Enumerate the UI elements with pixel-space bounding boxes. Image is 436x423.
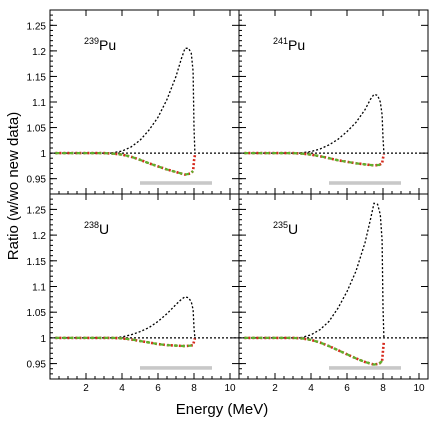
y-tick-label: 1 <box>40 149 46 160</box>
panel-frame <box>49 9 240 195</box>
x-axis-title: Energy (MeV) <box>176 401 269 418</box>
y-tick-label: 1.2 <box>32 47 46 58</box>
y-tick-label: 1.15 <box>27 72 47 83</box>
panel-label-pu241: 241Pu <box>273 36 305 53</box>
series-green <box>244 152 383 167</box>
y-tick-label: 0.95 <box>27 360 47 371</box>
y-tick-label: 1.25 <box>27 21 47 32</box>
panel-pu239: 0.95 1 1.05 1.1 1.15 1.2 1.25 239Pu <box>27 9 240 195</box>
isotope-mass-number: 239 <box>84 36 99 46</box>
x-tick-label: 4 <box>119 383 125 394</box>
upper-dotted-curve <box>55 296 196 339</box>
x-tick-label: 2 <box>272 383 278 394</box>
panel-label-u235: 235U <box>273 220 298 237</box>
isotope-element: U <box>99 221 109 237</box>
x-tick-label: 6 <box>344 383 350 394</box>
panel-u238: 2 4 6 8 10 0.95 1 1.05 1.1 1.15 1.2 1.25 238U <box>27 193 240 394</box>
panel-label-u238: 238U <box>84 220 109 237</box>
y-tick-label: 1.1 <box>32 98 46 109</box>
isotope-element: U <box>288 221 298 237</box>
x-tick-label: 8 <box>380 383 386 394</box>
isotope-element: Pu <box>288 37 305 53</box>
y-tick-label: 1.2 <box>32 231 46 242</box>
x-tick-label: 10 <box>413 383 425 394</box>
series-green <box>55 152 194 176</box>
y-tick-label: 0.95 <box>27 175 47 186</box>
y-tick-label: 1.05 <box>27 124 47 135</box>
grey-band <box>329 181 401 185</box>
x-tick-label: 2 <box>83 383 89 394</box>
grey-band <box>329 366 401 370</box>
x-tick-label: 8 <box>191 383 197 394</box>
grey-band <box>140 366 212 370</box>
upper-dotted-curve <box>244 93 385 154</box>
x-tick-label: 6 <box>155 383 161 394</box>
x-tick-label: 4 <box>308 383 314 394</box>
panel-frame <box>49 193 240 380</box>
panel-pu241: 241Pu <box>238 9 429 195</box>
series-green <box>244 336 383 366</box>
isotope-mass-number: 235 <box>273 220 288 230</box>
panel-label-pu239: 239Pu <box>84 36 116 53</box>
upper-dotted-curve <box>55 47 196 154</box>
y-tick-label: 1.1 <box>32 283 46 294</box>
series-green <box>55 336 194 348</box>
isotope-element: Pu <box>99 37 116 53</box>
panel-u235: 2 4 6 8 10 235U <box>238 193 429 394</box>
y-tick-label: 1.05 <box>27 308 47 319</box>
isotope-mass-number: 238 <box>84 220 99 230</box>
panel-frame <box>238 193 429 380</box>
upper-dotted-curve <box>244 202 385 339</box>
y-tick-label: 1.25 <box>27 205 47 216</box>
grey-band <box>140 181 212 185</box>
y-tick-label: 1 <box>40 334 46 345</box>
series-red <box>244 151 386 167</box>
x-tick-label: 10 <box>224 383 236 394</box>
isotope-mass-number: 241 <box>273 36 288 46</box>
y-axis-title: Ratio (w/wo new data) <box>5 112 22 260</box>
y-tick-label: 1.15 <box>27 257 47 268</box>
panel-frame <box>238 9 429 195</box>
